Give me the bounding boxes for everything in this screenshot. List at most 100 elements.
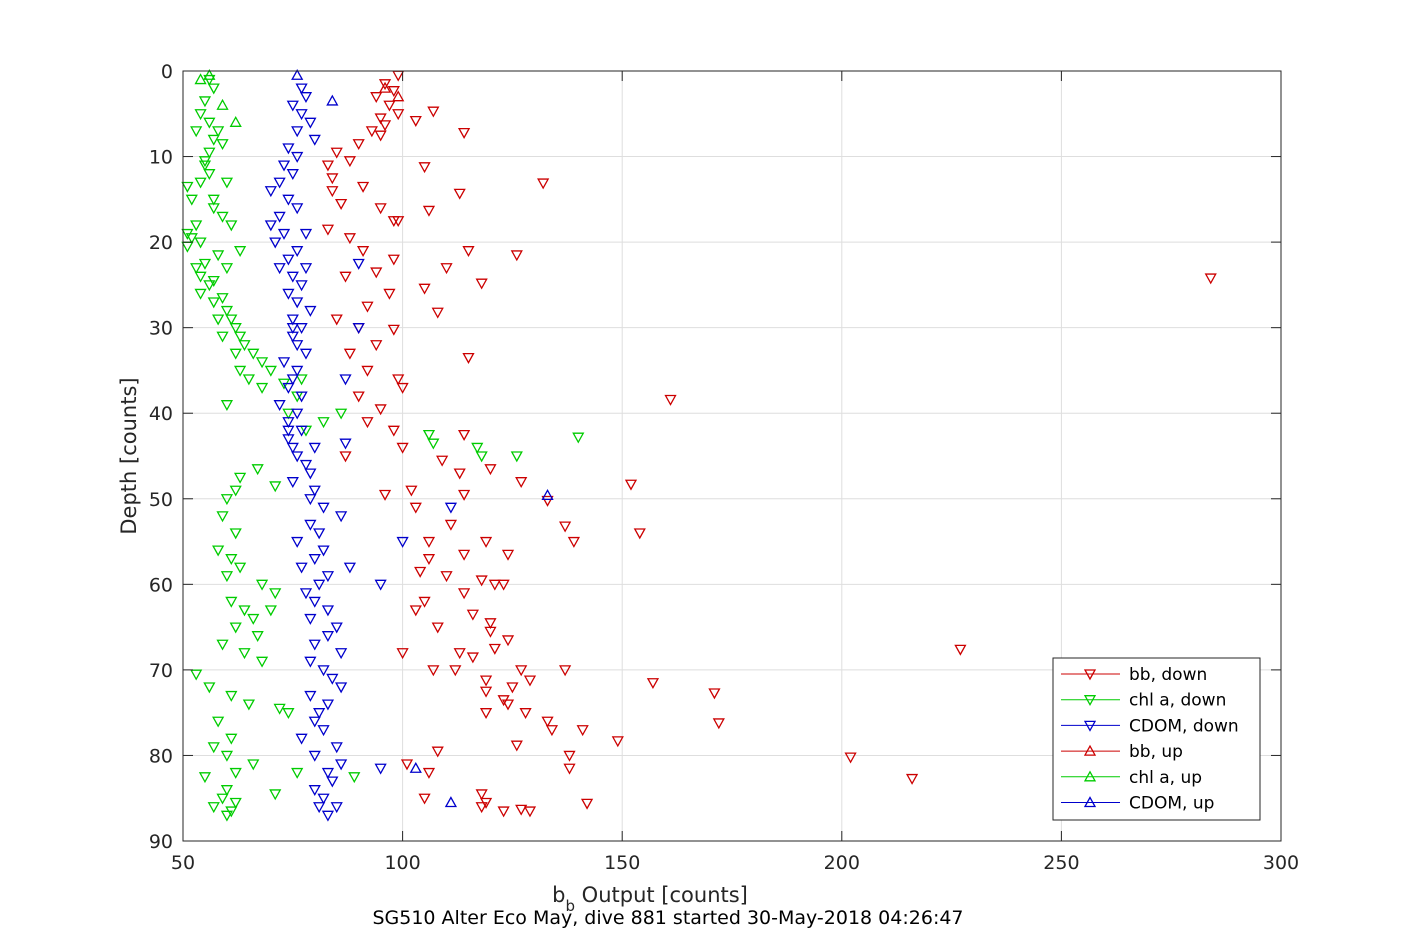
data-point	[374, 113, 387, 125]
data-point	[295, 562, 308, 574]
data-point	[488, 579, 501, 591]
data-point	[264, 365, 277, 377]
x-axis-label: bb Output [counts]	[552, 883, 748, 915]
data-point	[466, 652, 479, 664]
y-tick-label: 10	[149, 147, 173, 169]
data-point	[844, 752, 857, 764]
series-chl-a-up	[194, 68, 242, 127]
data-point	[330, 147, 343, 159]
data-point	[457, 127, 471, 139]
data-point	[190, 669, 203, 681]
data-point	[457, 489, 471, 501]
data-point	[264, 186, 277, 198]
data-point	[304, 494, 317, 506]
data-point	[273, 211, 286, 223]
data-point	[501, 699, 515, 711]
data-point	[229, 485, 242, 497]
data-point	[251, 631, 264, 643]
data-point	[343, 348, 357, 360]
data-point	[291, 767, 304, 779]
data-point	[396, 382, 409, 394]
series-layer	[181, 68, 1217, 822]
data-point	[374, 404, 387, 416]
data-point	[220, 810, 234, 822]
data-point	[212, 545, 225, 557]
data-point	[317, 793, 330, 805]
y-tick-label: 90	[149, 831, 173, 853]
data-point	[356, 246, 370, 258]
data-point	[212, 716, 225, 728]
data-point	[251, 464, 264, 476]
data-point	[339, 374, 352, 386]
data-point	[563, 763, 576, 775]
data-point	[299, 92, 313, 104]
data-point	[457, 588, 471, 600]
data-point	[299, 459, 313, 471]
data-point	[203, 74, 216, 86]
data-point	[343, 562, 357, 574]
legend-marker	[1083, 695, 1097, 707]
data-point	[374, 763, 387, 775]
data-point	[304, 468, 317, 480]
data-point	[216, 139, 229, 151]
data-point	[326, 776, 339, 788]
data-point	[220, 263, 234, 275]
data-point	[519, 708, 532, 720]
data-point	[212, 126, 225, 138]
data-point	[255, 357, 269, 369]
data-point	[352, 258, 365, 270]
y-axis-label: Depth [counts]	[117, 377, 141, 534]
data-point	[356, 181, 370, 193]
data-point	[576, 725, 589, 737]
data-point	[203, 682, 216, 694]
data-point	[225, 690, 238, 702]
x-tick-labels: 50 100 150 200 250 300	[171, 852, 1299, 874]
data-point	[488, 643, 501, 655]
data-point	[194, 73, 207, 85]
data-point	[440, 263, 453, 275]
data-point	[190, 263, 203, 275]
data-point	[335, 408, 348, 420]
data-point	[233, 246, 247, 258]
data-point	[273, 400, 286, 412]
data-point	[282, 143, 295, 155]
data-point	[216, 211, 229, 223]
data-point	[321, 160, 335, 172]
data-point	[313, 579, 326, 591]
data-point	[321, 767, 335, 779]
series-bb-up	[378, 81, 405, 102]
data-point	[317, 502, 330, 514]
data-point	[479, 675, 493, 687]
data-point	[220, 305, 234, 317]
legend: bb, down chl a, down CDOM, down bb, up chl a…	[1052, 657, 1261, 821]
data-point	[475, 278, 488, 290]
data-point	[475, 451, 488, 463]
legend-marker	[1083, 744, 1097, 756]
data-point	[286, 477, 299, 489]
legend-box	[1052, 657, 1261, 821]
data-point	[365, 126, 378, 138]
data-point	[238, 648, 251, 660]
legend-marker	[1083, 669, 1097, 681]
data-point	[422, 205, 436, 217]
data-point	[466, 609, 479, 621]
data-point	[387, 425, 400, 437]
data-point	[558, 521, 572, 533]
x-tick-label: 150	[604, 852, 640, 874]
figure-caption: SG510 Alter Eco May, dive 881 started 30…	[372, 907, 963, 929]
data-point	[291, 151, 304, 163]
data-point	[409, 115, 422, 127]
data-point	[348, 772, 361, 784]
data-point	[207, 83, 220, 95]
data-point	[216, 331, 229, 343]
tick-marks	[182, 70, 1282, 842]
data-point	[422, 429, 436, 441]
data-point	[510, 250, 523, 262]
data-point	[374, 203, 387, 215]
data-point	[269, 481, 282, 493]
data-point	[326, 173, 339, 185]
data-point	[198, 772, 212, 784]
data-point	[497, 579, 510, 591]
data-point	[203, 117, 216, 129]
data-point	[295, 391, 308, 403]
